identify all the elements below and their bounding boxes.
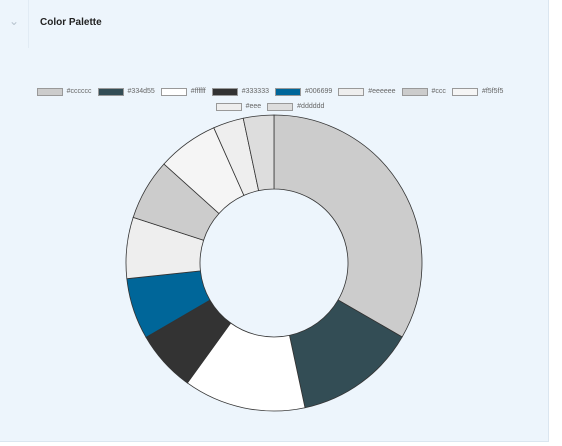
legend-item[interactable]: #cccccc (36, 86, 92, 97)
donut-slice[interactable] (242, 114, 275, 192)
collapse-toggle[interactable]: ⌄ (0, 0, 29, 48)
legend-label: #cccccc (66, 88, 92, 95)
panel-header: ⌄ Color Palette (0, 0, 549, 48)
chevron-down-icon[interactable]: ⌄ (9, 14, 20, 28)
legend-label: #f5f5f5 (481, 88, 504, 95)
legend-swatch (97, 87, 124, 96)
legend-swatch (211, 87, 238, 96)
legend-swatch (215, 102, 242, 111)
legend-label: #334d55 (127, 88, 155, 95)
legend-item[interactable]: #dddddd (267, 101, 324, 112)
legend-swatch (451, 87, 478, 96)
legend-label: #eee (245, 103, 262, 110)
legend-item[interactable]: #333333 (211, 86, 269, 97)
legend-label: #006699 (305, 88, 333, 95)
legend-label: #eeeeee (368, 88, 396, 95)
donut-slice[interactable] (273, 114, 423, 338)
legend-label: #dddddd (297, 103, 325, 110)
legend-item[interactable]: #334d55 (97, 86, 155, 97)
legend-swatch (160, 87, 187, 96)
legend-item[interactable]: #ffffff (160, 86, 206, 97)
legend-item[interactable]: #006699 (275, 86, 332, 97)
donut-chart (125, 114, 423, 412)
legend-item[interactable]: #f5f5f5 (451, 86, 504, 97)
legend-swatch (267, 102, 294, 111)
panel-title: Color Palette (40, 17, 102, 28)
chart-legend: #cccccc #334d55 #ffffff #333333 #006699 #eeee… (30, 86, 510, 112)
legend-swatch (338, 87, 365, 96)
legend-item[interactable]: #ccc (401, 86, 446, 97)
legend-item[interactable]: #eeeeee (338, 86, 396, 97)
legend-label: #333333 (241, 88, 269, 95)
legend-swatch (36, 87, 63, 96)
legend-swatch (275, 87, 301, 96)
legend-item[interactable]: #eee (215, 101, 262, 112)
color-palette-panel: ⌄ Color Palette #cccccc #334d55 #ffffff #33… (0, 0, 549, 442)
legend-label: #ccc (431, 88, 446, 95)
legend-label: #ffffff (190, 88, 206, 95)
legend-swatch (401, 87, 428, 96)
